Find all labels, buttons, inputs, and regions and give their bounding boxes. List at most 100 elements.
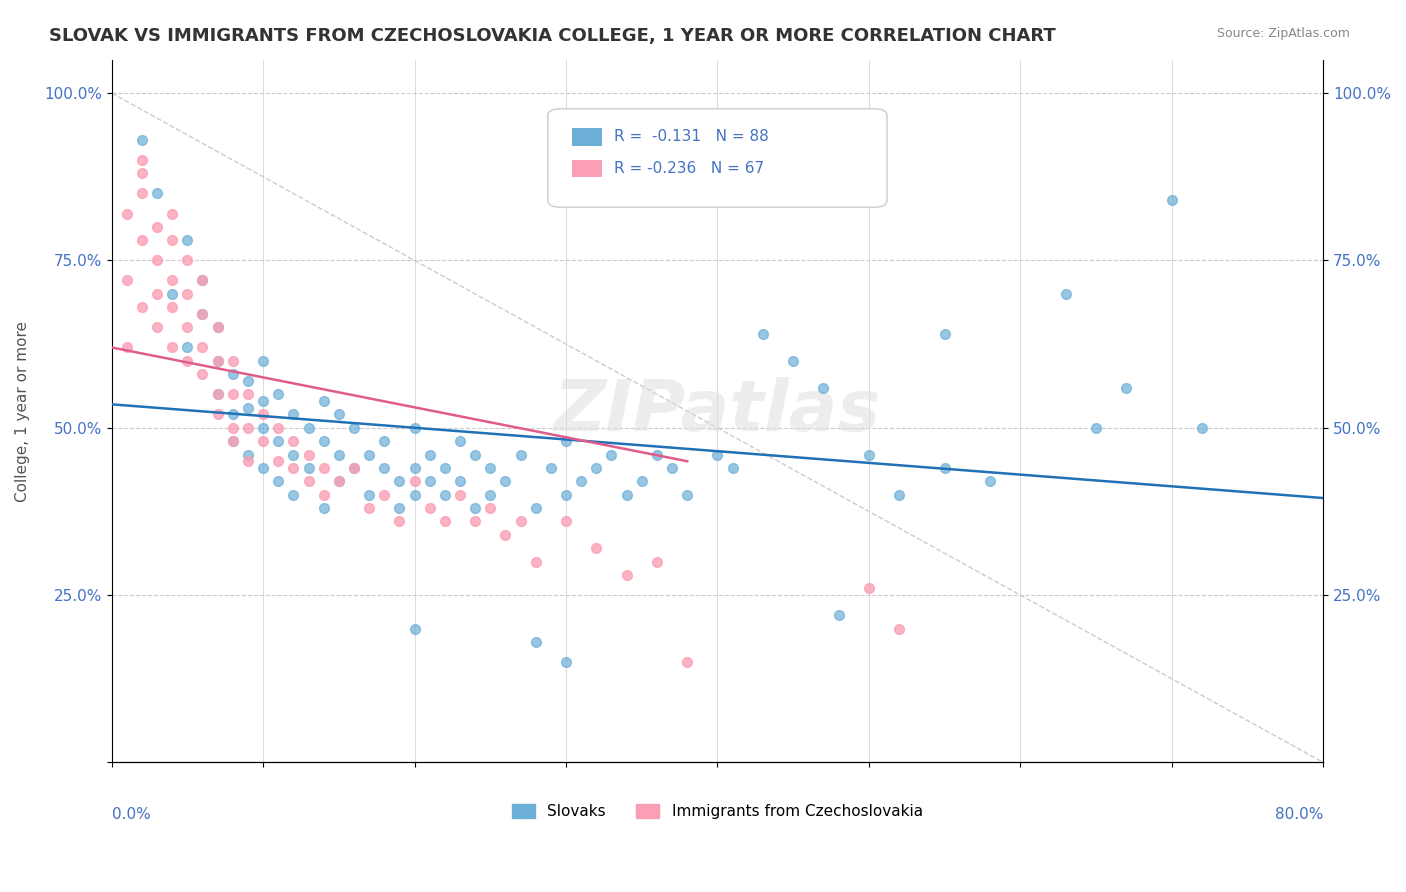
Text: 80.0%: 80.0%: [1275, 806, 1323, 822]
Point: [191, 273, 214, 287]
Point: [616, 568, 638, 582]
Point: [1115, 381, 1137, 395]
Point: [706, 448, 728, 462]
Point: [1054, 286, 1077, 301]
Point: [404, 622, 426, 636]
Point: [207, 320, 229, 334]
Point: [359, 501, 381, 516]
Point: [312, 394, 335, 409]
Text: ZIPatlas: ZIPatlas: [554, 376, 882, 445]
Point: [222, 434, 245, 449]
Point: [359, 448, 381, 462]
Point: [404, 475, 426, 489]
Point: [676, 488, 699, 502]
Text: R = -0.236   N = 67: R = -0.236 N = 67: [614, 161, 765, 176]
Point: [267, 454, 290, 468]
FancyBboxPatch shape: [572, 128, 602, 145]
Point: [297, 475, 319, 489]
Point: [312, 488, 335, 502]
Point: [252, 408, 274, 422]
Point: [1191, 421, 1213, 435]
Point: [236, 401, 259, 415]
Point: [222, 434, 245, 449]
Y-axis label: College, 1 year or more: College, 1 year or more: [15, 320, 30, 501]
Point: [419, 501, 441, 516]
Point: [191, 273, 214, 287]
Point: [207, 408, 229, 422]
Point: [555, 434, 578, 449]
Point: [252, 354, 274, 368]
Point: [616, 488, 638, 502]
Point: [373, 488, 395, 502]
Point: [934, 461, 956, 475]
Point: [359, 488, 381, 502]
Point: [207, 320, 229, 334]
Point: [160, 300, 183, 314]
Point: [252, 394, 274, 409]
Point: [524, 555, 547, 569]
Point: [889, 488, 911, 502]
Point: [176, 286, 198, 301]
Point: [176, 253, 198, 268]
Point: [236, 421, 259, 435]
Point: [115, 273, 138, 287]
Text: R =  -0.131   N = 88: R = -0.131 N = 88: [614, 129, 769, 145]
Point: [449, 488, 471, 502]
Point: [343, 461, 366, 475]
Point: [524, 501, 547, 516]
Point: [569, 475, 592, 489]
Point: [404, 461, 426, 475]
Point: [433, 461, 456, 475]
Point: [630, 475, 652, 489]
Point: [146, 219, 169, 234]
Point: [449, 475, 471, 489]
Point: [160, 273, 183, 287]
Point: [979, 475, 1001, 489]
Point: [131, 133, 153, 147]
Point: [297, 461, 319, 475]
Point: [388, 501, 411, 516]
Point: [283, 408, 305, 422]
Point: [236, 374, 259, 388]
Point: [222, 421, 245, 435]
Point: [464, 501, 486, 516]
Point: [176, 233, 198, 247]
Point: [312, 461, 335, 475]
Text: SLOVAK VS IMMIGRANTS FROM CZECHOSLOVAKIA COLLEGE, 1 YEAR OR MORE CORRELATION CHA: SLOVAK VS IMMIGRANTS FROM CZECHOSLOVAKIA…: [49, 27, 1056, 45]
Legend: Slovaks, Immigrants from Czechoslovakia: Slovaks, Immigrants from Czechoslovakia: [506, 797, 929, 825]
Point: [464, 515, 486, 529]
Point: [585, 461, 607, 475]
Point: [555, 515, 578, 529]
Point: [858, 582, 880, 596]
Point: [176, 340, 198, 354]
Point: [328, 475, 350, 489]
Point: [585, 541, 607, 556]
Point: [191, 307, 214, 321]
Point: [236, 387, 259, 401]
Point: [388, 515, 411, 529]
Point: [328, 448, 350, 462]
Point: [115, 206, 138, 220]
Point: [222, 408, 245, 422]
Point: [283, 448, 305, 462]
Point: [373, 461, 395, 475]
Point: [827, 608, 849, 623]
Point: [283, 488, 305, 502]
Point: [267, 421, 290, 435]
Point: [115, 340, 138, 354]
Point: [283, 461, 305, 475]
Point: [222, 387, 245, 401]
Point: [131, 300, 153, 314]
FancyBboxPatch shape: [572, 160, 602, 178]
Point: [146, 186, 169, 201]
Point: [191, 368, 214, 382]
Point: [464, 448, 486, 462]
Point: [236, 448, 259, 462]
Text: Source: ZipAtlas.com: Source: ZipAtlas.com: [1216, 27, 1350, 40]
Point: [404, 488, 426, 502]
Point: [782, 354, 804, 368]
Point: [252, 434, 274, 449]
Point: [160, 286, 183, 301]
Point: [328, 475, 350, 489]
Point: [207, 387, 229, 401]
